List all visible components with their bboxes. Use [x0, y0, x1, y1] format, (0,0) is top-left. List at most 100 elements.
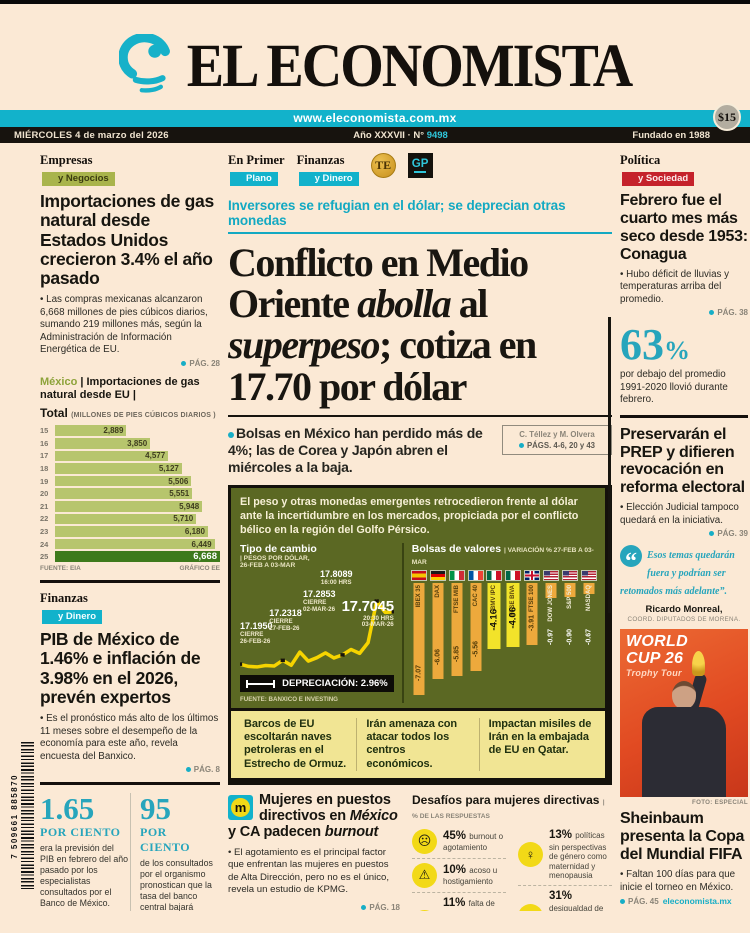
bolsas-value-label: -7.07 [415, 665, 423, 682]
panel-intro: El peso y otras monedas emergentes retro… [240, 495, 579, 537]
gas-article-headline[interactable]: Importaciones de gas natural desde Estad… [40, 191, 214, 288]
gas-article-pageref: PÁG. 28 [40, 359, 220, 368]
byline-box: C. Téllez y M. Olvera PÁGS. 4-6, 20 y 43 [502, 424, 612, 455]
masthead-bars: $15 www.eleconomista.com.mx MIÉRCOLES 4 … [0, 103, 750, 143]
quote-mark-icon: “ [620, 545, 642, 568]
harassment-icon: ⚠ [412, 862, 437, 888]
bolsas-ticker-label: CAC 40 [472, 585, 479, 607]
photo-credit: FOTO: ESPECIAL [692, 799, 748, 807]
survey-item-pct: 31% [549, 890, 573, 902]
pib-article-headline[interactable]: PIB de México de 1.46% e inflación de 3.… [40, 629, 201, 707]
bolsas-value-label: -0.67 [585, 629, 593, 646]
bolsas-ticker-label: DAX [434, 585, 441, 598]
prep-headline[interactable]: Preservarán el PREP y difieren revocació… [620, 425, 745, 497]
eleconomista-link[interactable]: eleconomista.mx [662, 896, 732, 907]
bolsas-ticker-label: BMV IPC [491, 585, 498, 611]
byline-pages: PÁGS. 4-6, 20 y 43 [509, 441, 605, 450]
section-tag-politica[interactable]: Política y Sociedad [620, 153, 748, 186]
bolsas-value-label: -3.91 [528, 615, 536, 632]
mujeres-headline[interactable]: Mujeres en puestos directivos en México … [228, 791, 398, 840]
barcode-digits: 7 509661 885870 [10, 773, 19, 859]
gas-bar: 5,506 [55, 475, 192, 487]
fx-chart-area: 17.1950 CIERRE 26-FEB-26 17.2318 CIERRE 27-F… [240, 569, 394, 672]
gas-year-label: 18 [40, 463, 49, 473]
gas-bar-track: 3,850 [55, 438, 220, 449]
survey-item-pct: 10% [443, 863, 470, 876]
section-tag-finanzas[interactable]: Finanzas y Dinero [40, 591, 220, 625]
pib-article-pageref: PÁG. 8 [40, 765, 220, 774]
usa-flag-icon [542, 570, 559, 582]
section-tag-finanzas-dinero[interactable]: Finanzas y Dinero [297, 153, 359, 186]
page-dot-icon [709, 531, 715, 537]
gas-year-label: 19 [40, 476, 49, 486]
ticker-item[interactable]: Impactan misiles de Irán en la embajada … [478, 718, 601, 771]
gas-value-label: 6,180 [184, 526, 205, 536]
uk-flag-icon [524, 570, 541, 582]
gas-value-label: 3,850 [127, 438, 148, 448]
gas-bar-row: 16 3,850 [40, 438, 220, 449]
fifa-headline[interactable]: Sheinbaum presenta la Copa del Mundial F… [620, 810, 745, 864]
survey-item-pct: 45% [443, 829, 470, 842]
survey-item: ⚠ 10% acoso u hostigamiento [412, 859, 506, 893]
depreciation-bar: DEPRECIACIÓN: 2.96% [240, 675, 394, 693]
inequality-icon: ≠ [518, 903, 543, 911]
center-column: En Primer Plano Finanzas y Dinero TE GP … [228, 153, 612, 911]
survey-item-desc: acoso u hostigamiento [443, 865, 498, 887]
gas-bar-track: 5,710 [55, 513, 220, 525]
burnout-icon: ☹ [412, 828, 437, 854]
gas-chart-subtitle: Total (MILLONES DE PIES CÚBICOS DIARIOS … [40, 406, 216, 421]
gas-bar-track: 6,180 [55, 526, 220, 537]
ticker-item[interactable]: Irán amenaza con atacar todos los centro… [356, 718, 478, 771]
fx-annotation-last: 17.7045 20:30 HRS 03-MAR-26 [341, 598, 394, 629]
gas-bar-row: 25 6,668 [40, 551, 220, 562]
deck-row: Bolsas en México han perdido más de 4%; … [228, 424, 612, 476]
section-tag-empresas[interactable]: Empresas y Negocios [40, 153, 220, 186]
fx-line-svg [240, 596, 394, 672]
bolsas-ticker-label: FTSE 100 [529, 585, 536, 613]
survey-item-desc: desigualdad de oportunidades en iniciati… [549, 903, 604, 911]
bolsas-column: DOW JONES -0.97 [542, 570, 559, 695]
fx-annotation-peak: 17.8089 16:00 HRS [319, 569, 353, 586]
gas-article-summary: • Las compras mexicanas alcanzaron 6,668… [40, 294, 208, 356]
mujeres-infographic: Desafíos para mujeres directivas | % DE … [412, 793, 612, 911]
panel-body: Tipo de cambio | PESOS POR DÓLAR, 26-FEB… [240, 543, 597, 704]
conagua-headline[interactable]: Febrero fue el cuarto mes más seco desde… [620, 192, 748, 263]
section-tag-en-primer-plano[interactable]: En Primer Plano [228, 153, 285, 186]
bolsas-bar-zone: CAC 40 -5.56 [468, 583, 483, 695]
gas-bar-track: 5,948 [55, 501, 220, 512]
bolsas-bar-zone: IBEX 35 -7.07 [412, 583, 427, 696]
website-bar[interactable]: www.eleconomista.com.mx [0, 110, 750, 127]
gas-year-label: 24 [40, 539, 49, 549]
bolsas-bar-zone: BMV IPC -4.16 [487, 583, 502, 695]
edition-date: MIÉRCOLES 4 de marzo del 2026 [14, 129, 169, 141]
gas-bar: 2,889 [55, 425, 127, 436]
gas-bar-row: 22 5,710 [40, 513, 220, 525]
fx-marker-icon [340, 653, 345, 657]
ticker-strip: Barcos de EU escoltarán naves petroleras… [231, 708, 605, 778]
monreal-quote: “ Esos temas quedarán fuera y podrían se… [620, 545, 748, 623]
mexico-flag-icon [505, 570, 522, 582]
ticker-item[interactable]: Barcos de EU escoltarán naves petroleras… [244, 718, 347, 770]
el-economista-logo-icon [118, 34, 170, 93]
bolsas-column: FTSE BIVA -4.06 [505, 570, 522, 695]
pct-unit: POR CIENTO [140, 825, 191, 855]
prep-pageref: PÁG. 39 [620, 529, 748, 538]
fx-chart-range: 26-FEB A 03-MAR [240, 562, 296, 570]
bolsas-bar-zone: NASDAQ -0.67 [581, 583, 596, 695]
closed-door-icon: ⌂ [412, 910, 437, 911]
bolsas-column: BMV IPC -4.16 [486, 570, 503, 695]
germany-flag-icon [429, 570, 446, 582]
survey-item-desc: políticas sin perspectivas de género com… [549, 830, 607, 881]
pct-stat: 1.65 POR CIENTO era la previsión del PIB e… [40, 793, 130, 911]
bolsas-ticker-label: S&P 500 [566, 585, 573, 609]
gas-bar: 5,127 [55, 463, 182, 474]
survey-item-text: 13% políticas sin perspectivas de género… [549, 829, 612, 881]
rain-deficit-text: por debajo del promedio 1991-2020 llovió… [620, 369, 728, 406]
fx-chart-source: FUENTE: BANXICO E INVESTING [240, 696, 338, 704]
main-headline[interactable]: Conflicto en Medio Oriente abolla al sup… [228, 240, 537, 409]
deck-text: Bolsas en México han perdido más de 4%; … [228, 424, 483, 475]
fifa-links: PÁG. 45 eleconomista.mx [620, 896, 748, 906]
gas-bar-row: 18 5,127 [40, 463, 220, 474]
bolsas-chart-title: Bolsas de valores | VARIACIÓN % 27-FEB A… [411, 543, 594, 567]
